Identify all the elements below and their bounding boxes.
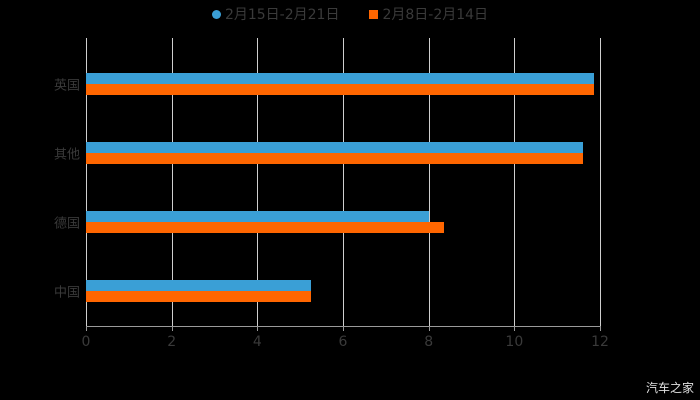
x-tick-label: 6 [338,334,348,350]
x-tick-label: 10 [505,334,524,350]
x-tick-label: 8 [424,334,434,350]
bar[interactable] [86,280,311,291]
x-tick [171,326,173,331]
bar[interactable] [86,211,429,222]
plot-area [86,38,601,331]
legend-marker-circle-icon [211,9,221,19]
x-axis-line [86,326,600,327]
gridline [171,38,173,326]
legend-item-series-2[interactable]: 2月8日-2月14日 [369,4,488,24]
legend-item-series-1[interactable]: 2月15日-2月21日 [211,4,340,24]
gridline [514,38,516,326]
legend-label: 2月8日-2月14日 [382,7,489,23]
x-tick-label: 12 [591,334,609,350]
x-tick [343,326,344,331]
y-category-label: 英国 [53,78,80,94]
bar[interactable] [86,73,594,84]
bar[interactable] [86,84,594,95]
x-tick-label: 2 [167,334,177,350]
bar[interactable] [86,222,444,233]
gridline [257,38,259,326]
x-tick [428,326,430,331]
bar[interactable] [86,291,311,302]
legend-label: 2月15日-2月21日 [224,7,340,23]
gridline [86,38,87,326]
chart-legend: 2月15日-2月21日 2月8日-2月14日 [0,4,700,24]
x-tick-label: 0 [81,334,91,350]
gridline [343,38,344,326]
x-tick-label: 4 [252,334,262,350]
y-category-label: 德国 [53,216,80,232]
gridline [428,38,430,326]
x-tick [257,326,259,331]
x-tick [600,326,601,331]
gridline [600,38,601,326]
legend-marker-square-icon [369,9,379,19]
x-tick [514,326,516,331]
bar[interactable] [86,142,583,153]
x-tick [86,326,87,331]
y-category-label: 其他 [53,147,80,163]
bar[interactable] [86,153,583,164]
y-category-label: 中国 [53,285,80,301]
watermark: 汽车之家 [645,381,694,395]
